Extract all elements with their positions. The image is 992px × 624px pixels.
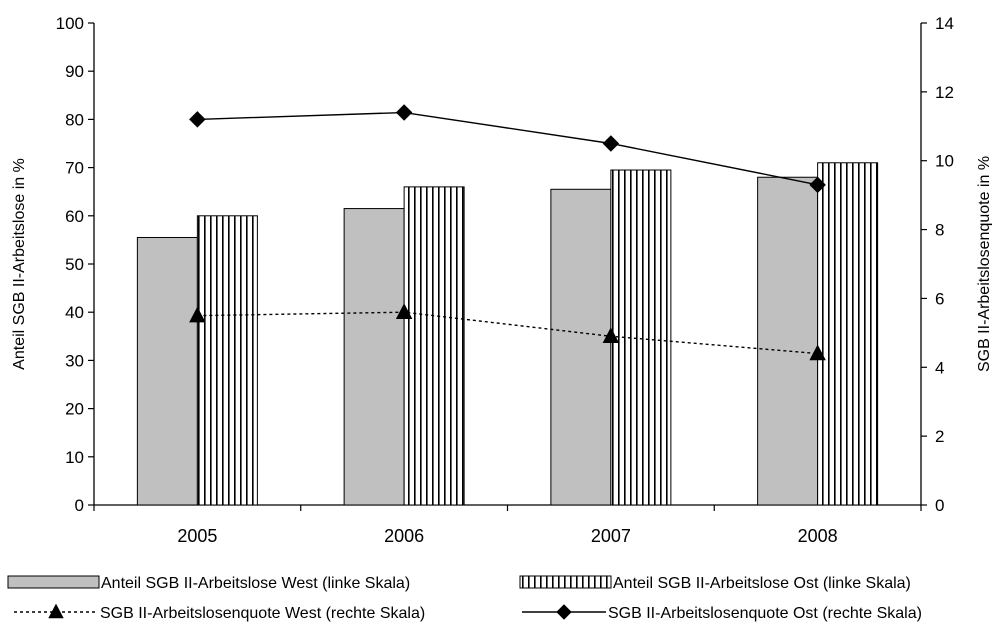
data-point [809, 344, 826, 361]
series-line [197, 311, 818, 355]
right-tick-label: 0 [935, 496, 944, 515]
bar [196, 215, 258, 506]
left-tick-label: 70 [65, 159, 84, 178]
left-tick-label: 30 [65, 351, 84, 370]
right-tick-label: 10 [935, 152, 954, 171]
legend-label: Anteil SGB II-Arbeitslose Ost (linke Ska… [613, 575, 911, 592]
left-tick-label: 90 [65, 62, 84, 81]
data-point [189, 306, 206, 323]
left-tick-label: 10 [65, 448, 84, 467]
bar [610, 169, 672, 506]
y-right-axis-title: SGB II-Arbeitslosenquote in % [976, 156, 992, 372]
right-tick-label: 12 [935, 83, 954, 102]
right-tick-label: 14 [935, 14, 954, 33]
left-tick-label: 80 [65, 110, 84, 129]
legend-label: Anteil SGB II-Arbeitslose West (linke Sk… [101, 575, 410, 592]
right-tick-label: 8 [935, 221, 944, 240]
bar [550, 188, 612, 506]
right-tick-label: 4 [935, 358, 944, 377]
legend-label: SGB II-Arbeitslosenquote Ost (rechte Ska… [608, 605, 922, 622]
data-point [556, 604, 572, 620]
data-point [189, 111, 206, 128]
left-tick-label: 50 [65, 255, 84, 274]
legend-swatch [7, 575, 100, 589]
bar [757, 176, 819, 506]
left-tick-label: 20 [65, 400, 84, 419]
bar [403, 186, 465, 506]
data-point [395, 104, 413, 121]
left-tick-label: 40 [65, 303, 84, 322]
x-tick-label: 2008 [798, 526, 838, 546]
bar [136, 236, 198, 506]
data-point [602, 327, 620, 344]
y-left-axis-title: Anteil SGB II-Arbeitslose in % [11, 158, 28, 370]
lines [189, 104, 826, 361]
legend-swatch [519, 575, 612, 589]
data-point [602, 135, 620, 152]
x-tick-label: 2007 [591, 526, 631, 546]
axis-labels: 0 10 20 30 40 50 60 70 80 90 100 0 2 4 6 8 10 12 14 2005 200… [11, 14, 992, 546]
right-tick-label: 6 [935, 289, 944, 308]
legend: Anteil SGB II-Arbeitslose West (linke Sk… [7, 575, 922, 622]
left-tick-label: 60 [65, 207, 84, 226]
bars [136, 162, 879, 506]
data-point [48, 603, 64, 619]
left-tick-label: 0 [75, 496, 84, 515]
bar [343, 208, 405, 506]
series-line [197, 111, 818, 186]
x-tick-label: 2006 [384, 526, 424, 546]
data-point [395, 303, 413, 319]
legend-label: SGB II-Arbeitslosenquote West (rechte Sk… [100, 605, 425, 622]
bar [817, 162, 879, 506]
x-tick-label: 2005 [177, 526, 217, 546]
left-tick-label: 100 [56, 14, 84, 33]
data-point [809, 176, 826, 194]
right-tick-label: 2 [935, 427, 944, 446]
